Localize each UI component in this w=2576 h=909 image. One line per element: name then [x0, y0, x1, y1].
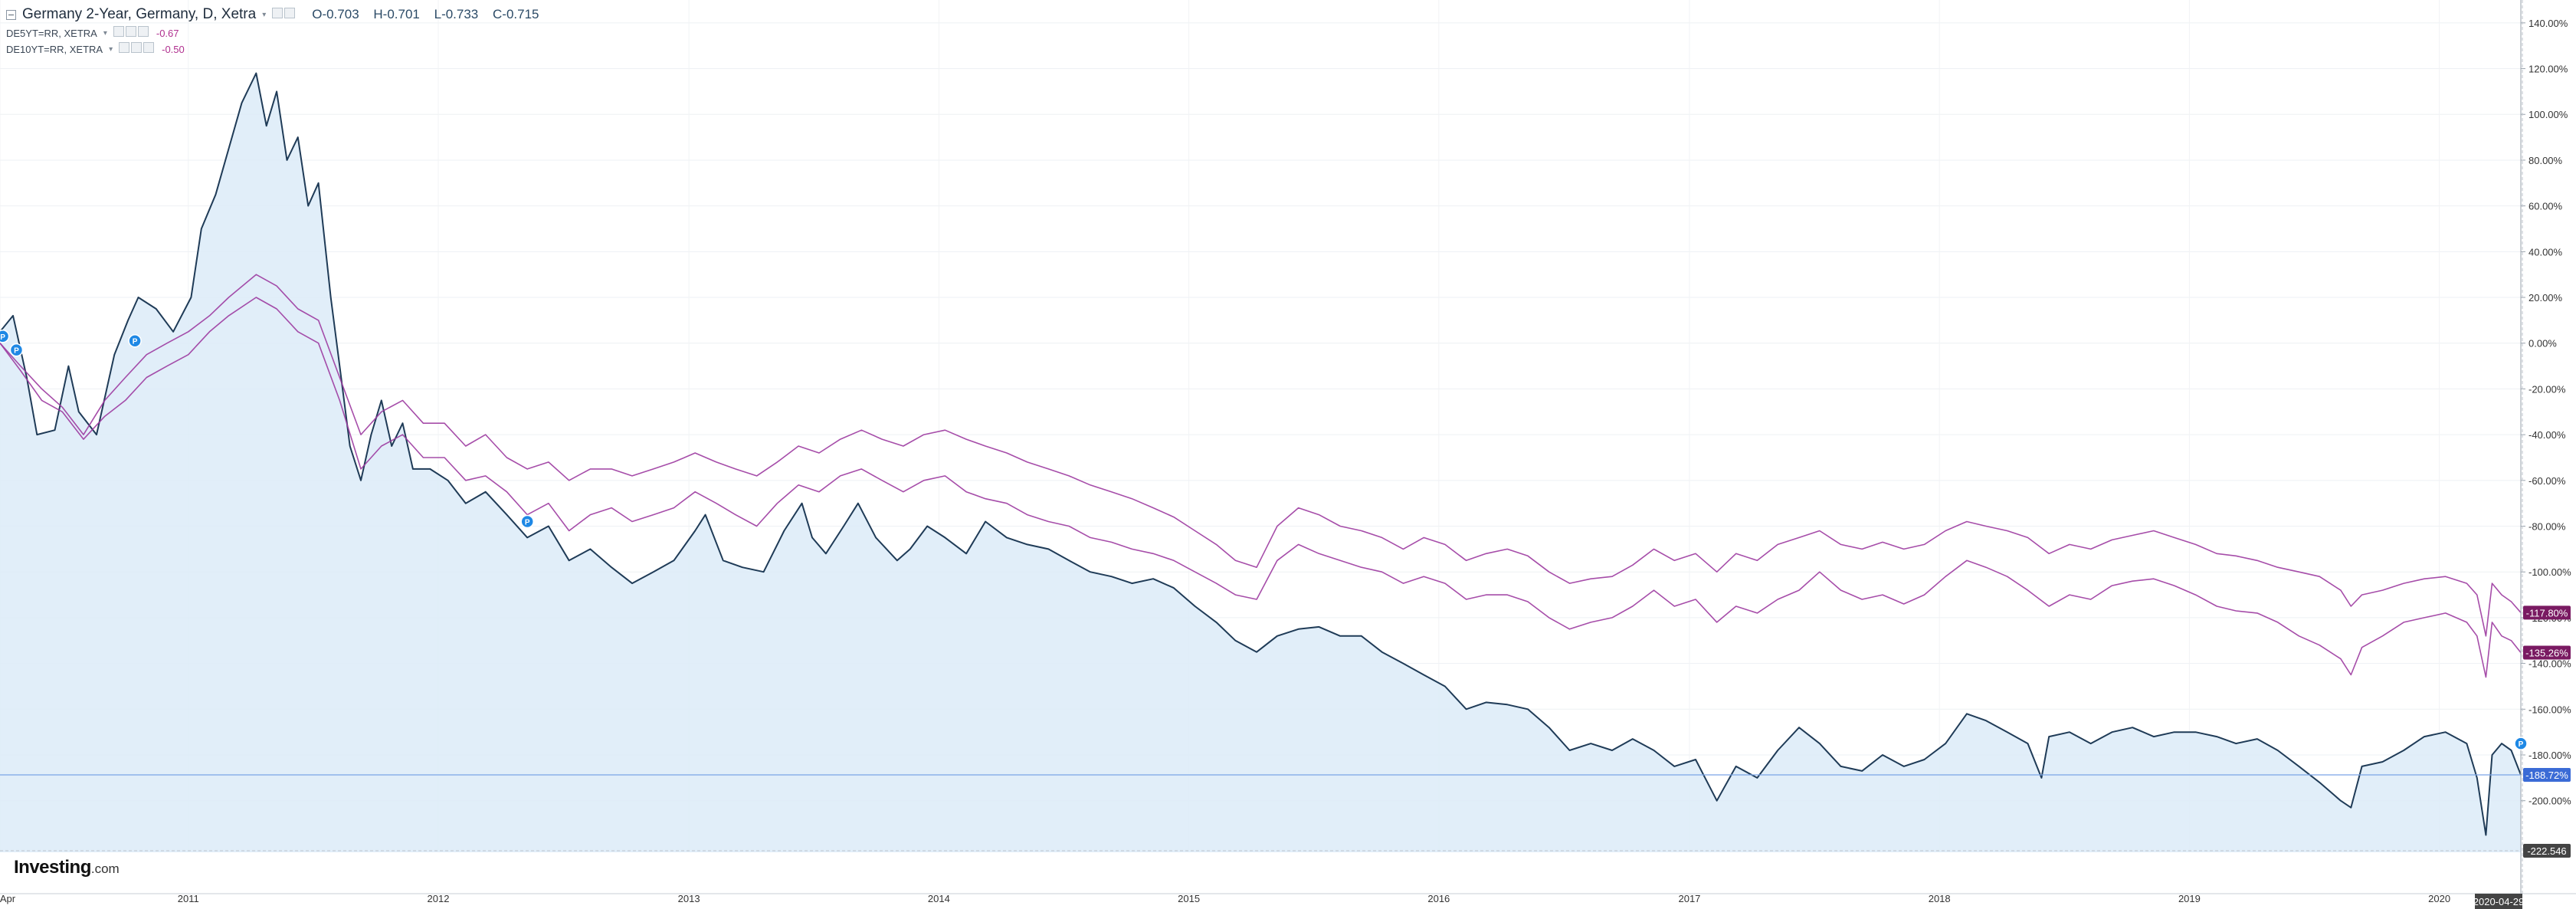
- x-tick-label: 2019: [2178, 893, 2201, 904]
- y-tick-label: 20.00%: [2528, 292, 2563, 304]
- event-marker-dot: [2514, 737, 2528, 750]
- chevron-down-icon[interactable]: ▾: [109, 45, 113, 54]
- value-label-box: [2523, 645, 2571, 660]
- high-value: H-0.701: [373, 7, 420, 21]
- legend-compare-row-2: DE10YT=RR, XETRA ▾ -0.50: [6, 42, 550, 57]
- compare-symbol: DE10YT=RR, XETRA: [6, 44, 103, 55]
- chart-legend: Germany 2-Year, Germany, D, Xetra ▾ O-0.…: [6, 6, 550, 57]
- x-tick-label: 2013: [678, 893, 700, 904]
- y-tick-label: -180.00%: [2528, 750, 2571, 761]
- y-tick-label: -140.00%: [2528, 658, 2571, 670]
- event-marker[interactable]: P: [520, 514, 534, 529]
- hide-series-icon[interactable]: [119, 42, 130, 53]
- x-tick-label: 2020: [2428, 893, 2450, 904]
- x-tick-label: 2011: [178, 893, 199, 904]
- hide-series-icon[interactable]: [272, 7, 283, 18]
- y-tick-label: 120.00%: [2528, 64, 2568, 75]
- value-label-text: -135.26%: [2525, 647, 2568, 658]
- settings-series-icon[interactable]: [284, 7, 296, 18]
- range-label-text: -222.546: [2527, 845, 2566, 857]
- collapse-legend-icon[interactable]: [6, 9, 16, 20]
- chevron-down-icon[interactable]: ▾: [103, 29, 107, 38]
- series-line-compare: [0, 274, 2522, 637]
- value-label-text: -117.80%: [2526, 607, 2568, 619]
- open-value: O-0.703: [312, 7, 359, 21]
- x-tick-label: 2016: [1427, 893, 1450, 904]
- value-label-text: -188.72%: [2525, 770, 2568, 781]
- event-marker[interactable]: P: [9, 343, 24, 357]
- event-marker[interactable]: P: [128, 333, 142, 348]
- settings-series-icon[interactable]: [131, 42, 143, 53]
- y-tick-label: 140.00%: [2528, 18, 2568, 29]
- settings-series-icon[interactable]: [125, 26, 136, 37]
- x-tick-label: 2017: [1678, 893, 1700, 904]
- y-tick-label: -80.00%: [2528, 521, 2566, 533]
- value-label-box: [2523, 768, 2571, 783]
- y-tick-label: -100.00%: [2528, 566, 2571, 578]
- compare-value: -0.67: [156, 28, 179, 39]
- y-tick-label: 40.00%: [2528, 246, 2563, 258]
- last-value-labels: -188.72% -117.80% -135.26% -222.546 2020-04-…: [2473, 605, 2571, 909]
- ohlc-values: O-0.703 H-0.701 L-0.733 C-0.715: [312, 7, 549, 22]
- compare-symbol: DE5YT=RR, XETRA: [6, 28, 97, 39]
- compare-controls: [113, 26, 150, 41]
- series-layer: [0, 72, 2522, 852]
- compare-value: -0.50: [162, 44, 185, 55]
- hide-series-icon[interactable]: [113, 26, 124, 37]
- compare-controls: [119, 42, 156, 57]
- x-tick-label: 2015: [1178, 893, 1200, 904]
- y-tick-label: -200.00%: [2528, 796, 2571, 807]
- event-marker[interactable]: P: [0, 330, 10, 343]
- y-tick-label: -40.00%: [2528, 429, 2566, 441]
- remove-series-icon[interactable]: [137, 26, 149, 37]
- event-marker-label: P: [14, 347, 19, 356]
- event-marker[interactable]: P: [2514, 737, 2528, 750]
- x-tick-label: Apr: [0, 893, 16, 904]
- date-label-box: [2475, 894, 2522, 909]
- legend-compare-row-1: DE5YT=RR, XETRA ▾ -0.67: [6, 26, 550, 41]
- event-marker-label: P: [133, 338, 138, 346]
- legend-title: Germany 2-Year, Germany, D, Xetra: [22, 6, 257, 22]
- remove-series-icon[interactable]: [143, 42, 155, 53]
- legend-controls: [272, 7, 297, 22]
- y-tick-label: 60.00%: [2528, 201, 2563, 212]
- range-label-box: [2523, 844, 2571, 858]
- x-tick-label: 2018: [1929, 893, 1951, 904]
- series-line-compare: [0, 297, 2522, 678]
- chevron-down-icon[interactable]: ▾: [262, 10, 267, 19]
- close-value: C-0.715: [493, 7, 539, 21]
- date-label-text: 2020-04-29: [2473, 896, 2525, 907]
- x-tick-label: 2012: [428, 893, 450, 904]
- y-tick-label: 80.00%: [2528, 155, 2563, 166]
- series-area-fill: [0, 73, 2521, 852]
- y-tick-label: -60.00%: [2528, 475, 2566, 487]
- investing-logo: Investing.com: [14, 857, 120, 878]
- event-marker-dot: [9, 343, 24, 357]
- event-marker-dot: [520, 514, 534, 529]
- event-marker-label: P: [0, 333, 5, 342]
- legend-main-row: Germany 2-Year, Germany, D, Xetra ▾ O-0.…: [6, 6, 550, 23]
- value-label-box: [2523, 605, 2571, 620]
- y-tick-label: -20.00%: [2528, 383, 2566, 395]
- event-marker-dot: [0, 330, 10, 343]
- event-marker-dot: [128, 333, 142, 348]
- y-tick-label: 0.00%: [2528, 338, 2557, 349]
- series-line-main: [0, 72, 2522, 836]
- x-tick-label: 2014: [928, 893, 950, 904]
- brand-suffix: .com: [90, 861, 120, 876]
- event-marker-label: P: [525, 519, 530, 527]
- low-value: L-0.733: [434, 7, 479, 21]
- y-tick-label: 100.00%: [2528, 109, 2568, 120]
- y-tick-label: -160.00%: [2528, 704, 2571, 715]
- brand-name: Investing: [14, 857, 91, 878]
- event-marker-label: P: [2519, 740, 2524, 749]
